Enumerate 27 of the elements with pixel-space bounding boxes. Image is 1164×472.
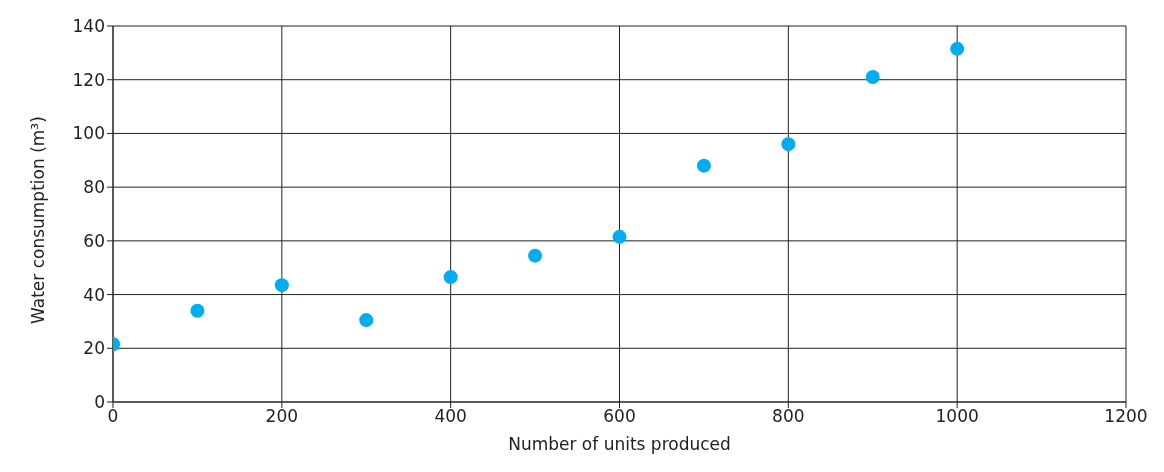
y-tick-label: 0 [94,392,105,413]
y-tick-label: 120 [72,69,105,90]
x-tick-label: 400 [434,406,467,427]
x-tick-label: 800 [772,406,805,427]
x-tick-label: 0 [107,406,119,427]
y-tick-label: 60 [83,230,105,251]
y-axis-title: Water consumption (m³) [28,116,49,324]
y-tick-label: 100 [72,123,105,144]
point [359,313,374,328]
x-tick-label: 200 [265,406,299,427]
x-tick-label: 600 [603,406,636,427]
point [612,229,627,244]
x-tick-label: 1200 [1104,406,1148,427]
point [190,303,205,318]
point [865,70,880,85]
y-tick-label: 40 [83,284,105,305]
y-tick-label: 140 [72,16,105,37]
point [696,158,711,173]
x-tick-label: 1000 [935,406,979,427]
point [274,278,289,293]
y-tick-label: 20 [83,338,105,359]
point [528,248,543,263]
point [781,137,796,152]
point [950,41,965,56]
y-tick-label: 80 [83,177,105,198]
x-axis-title: Number of units produced [508,434,731,454]
point [443,270,458,285]
